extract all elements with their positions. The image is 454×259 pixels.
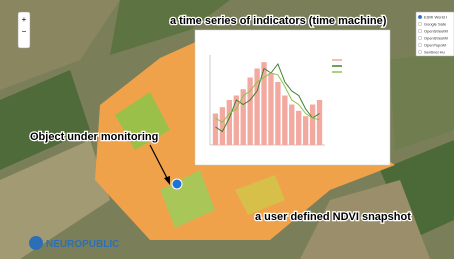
layer-radio bbox=[418, 43, 422, 47]
bar bbox=[310, 105, 315, 146]
zoom-in[interactable]: + bbox=[22, 15, 27, 24]
layer-name: ESRI World I bbox=[424, 15, 447, 20]
layer-radio bbox=[418, 22, 422, 26]
annotation: a time series of indicators (time machin… bbox=[170, 15, 387, 27]
map-screenshot: + − a time series of indicators (time ma… bbox=[0, 0, 454, 259]
layer-radio bbox=[418, 29, 422, 33]
layer-name: OpenStreetM bbox=[424, 36, 448, 41]
bar bbox=[303, 116, 308, 145]
bar bbox=[220, 107, 225, 145]
layer-name: Google Sate bbox=[424, 22, 447, 27]
layer-radio bbox=[418, 36, 422, 40]
layer-name: Sentinel Hu bbox=[424, 50, 445, 55]
zoom-out[interactable]: − bbox=[22, 27, 27, 36]
layer-name: OpenStreetM bbox=[424, 29, 448, 34]
bar bbox=[296, 111, 301, 145]
logo-icon bbox=[29, 236, 43, 250]
location-pin[interactable] bbox=[172, 179, 182, 189]
bar bbox=[275, 82, 280, 145]
bar bbox=[289, 105, 294, 146]
bar bbox=[317, 100, 322, 145]
layer-name: OpenTopoM bbox=[424, 43, 446, 48]
bar bbox=[282, 96, 287, 146]
bar bbox=[268, 73, 273, 145]
bar bbox=[247, 78, 252, 146]
layer-radio bbox=[418, 15, 422, 19]
bar bbox=[234, 96, 239, 146]
logo: NEUROPUBLIC bbox=[46, 239, 119, 250]
annotation: a user defined NDVI snapshot bbox=[255, 211, 411, 223]
bar bbox=[254, 69, 259, 146]
layer-radio bbox=[418, 50, 422, 54]
annotation: Object under monitoring bbox=[30, 131, 158, 143]
bar bbox=[241, 89, 246, 145]
